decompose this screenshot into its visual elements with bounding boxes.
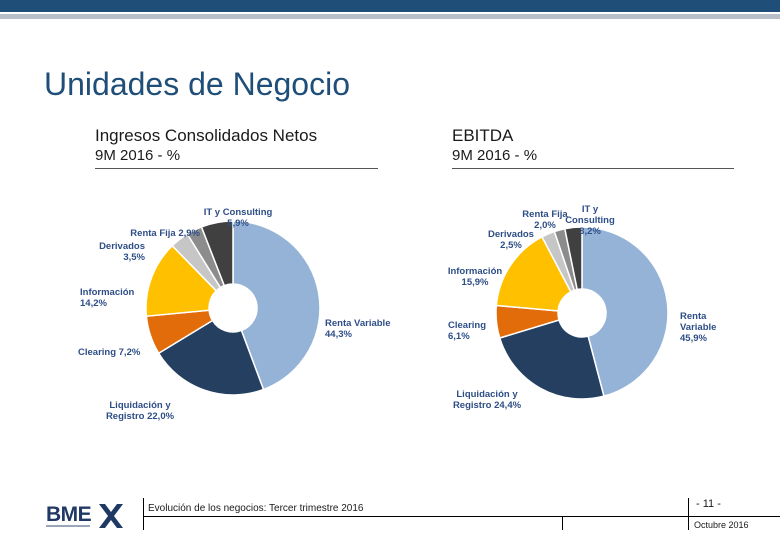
chart1-label-informacion: Información 14,2% <box>80 287 135 309</box>
chart2-label-renta-variable: Renta Variable 45,9% <box>680 311 716 344</box>
footer-rule <box>143 516 780 517</box>
chart2-label-informacion: Información 15,9% <box>448 266 503 288</box>
chart2-slice-informacion <box>495 235 572 312</box>
footer-left-tick <box>143 498 144 530</box>
chart2-divider <box>452 168 734 169</box>
chart2-label-renta-fija: Renta Fija 2,0% <box>522 209 568 231</box>
chart1-title: Ingresos Consolidados Netos <box>95 126 318 145</box>
footer-date: Octubre 2016 <box>694 520 749 530</box>
chart2-label-liquidacion: Liquidación y Registro 24,4% <box>453 389 522 411</box>
chart1-label-clearing: Clearing 7,2% <box>78 347 141 358</box>
chart2-slice-renta-variable <box>581 226 669 398</box>
chart2-subtitle: 9M 2016 - % <box>452 147 538 164</box>
chart2-slice-it-consulting <box>563 226 583 291</box>
chart1-label-it-consulting: IT y Consulting 5,9% <box>204 207 273 229</box>
chart2-label-derivados: Derivados 2,5% <box>488 229 534 251</box>
bme-logo: BME <box>42 498 126 532</box>
page-number: - 11 - <box>696 498 721 510</box>
chart1-slice-renta-variable <box>232 220 321 391</box>
chart1-subtitle: 9M 2016 - % <box>95 147 181 164</box>
chart2-donut: Renta Variable 45,9% Liquidación y Registro … <box>448 204 717 411</box>
chart1-slice-it-consulting <box>200 220 234 287</box>
logo-mark-icon <box>99 504 123 528</box>
chart1-divider <box>95 168 378 169</box>
chart1-label-derivados: Derivados 3,5% <box>99 241 145 263</box>
chart1-label-liquidacion: Liquidación y Registro 22,0% <box>106 400 175 422</box>
top-banner <box>0 0 780 12</box>
slide-title: Unidades de Negocio <box>44 66 350 102</box>
chart1-label-renta-variable: Renta Variable 44,3% <box>325 318 390 340</box>
footer-mid-tick <box>562 516 563 530</box>
chart2-slice-liquidacion <box>498 319 605 400</box>
chart1-label-renta-fija: Renta Fija 2,9% <box>130 228 200 239</box>
logo-underline <box>46 525 90 527</box>
footer-right-tick <box>688 498 689 530</box>
chart2-label-it-consulting: IT y Consulting 3,2% <box>565 204 615 237</box>
chart2-label-clearing: Clearing 6,1% <box>448 320 486 342</box>
chart2-title: EBITDA <box>452 126 514 145</box>
top-divider <box>0 14 780 19</box>
chart1-slice-liquidacion <box>157 319 265 396</box>
chart1-donut: Renta Variable 44,3% Liquidación y Registro… <box>78 207 390 422</box>
logo-text: BME <box>46 503 92 526</box>
footer-text: Evolución de los negocios: Tercer trimes… <box>148 503 364 514</box>
